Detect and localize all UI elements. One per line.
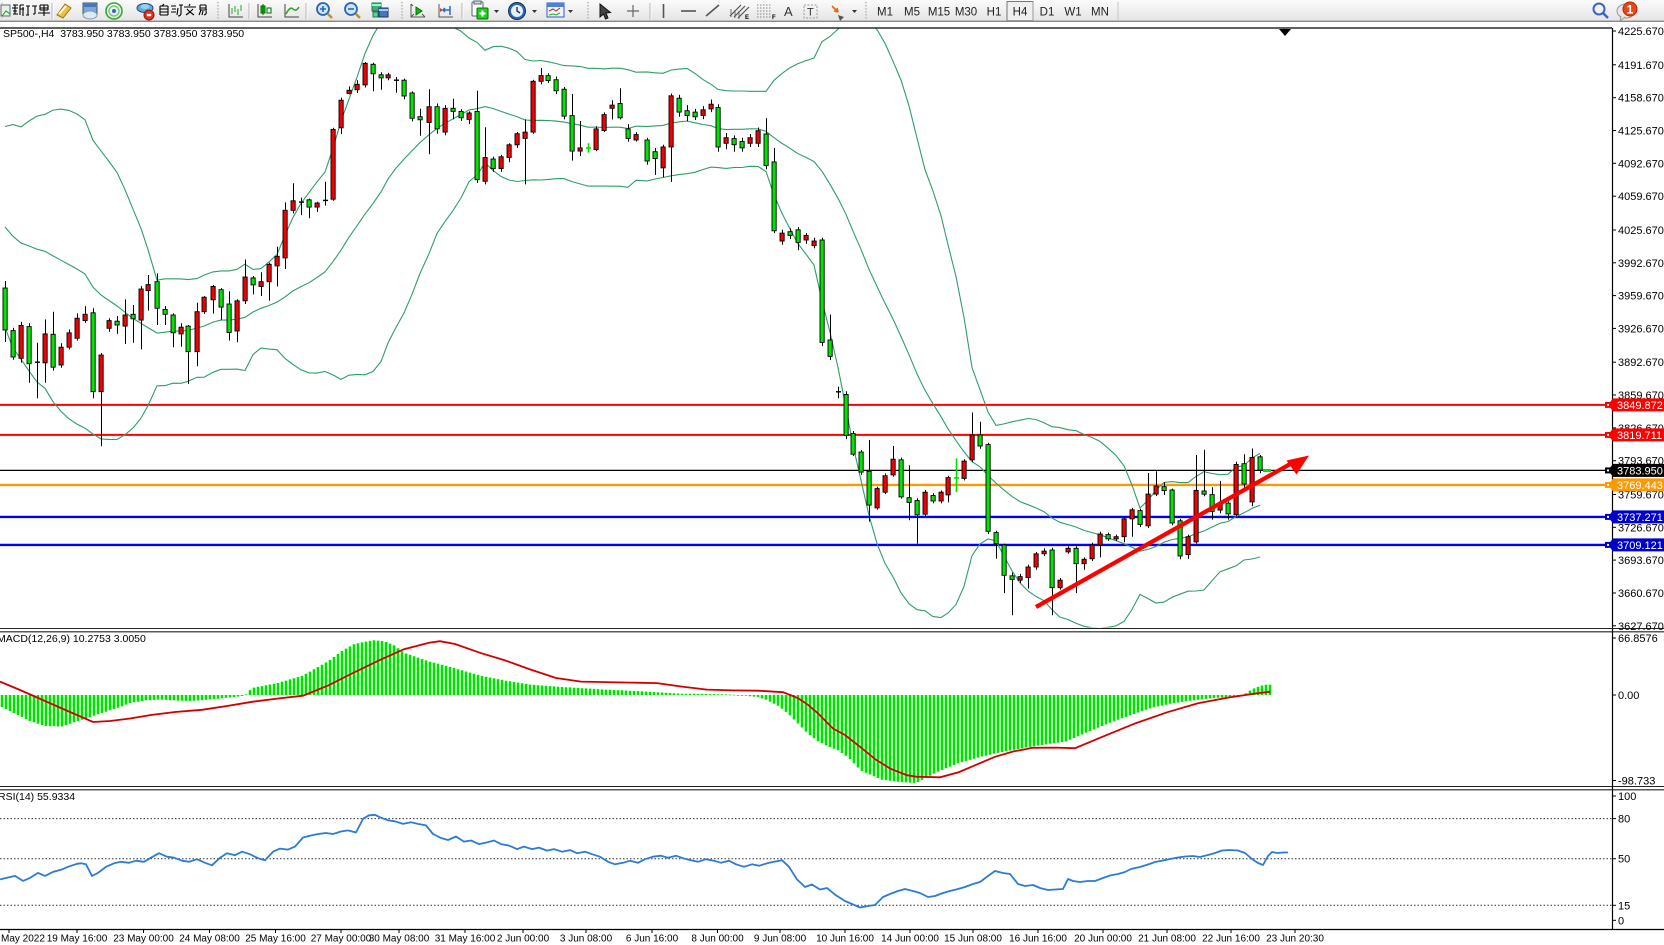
- svg-text:15 Jun 08:00: 15 Jun 08:00: [944, 934, 1002, 945]
- svg-text:M30: M30: [955, 7, 977, 19]
- svg-text:3892.670: 3892.670: [1618, 357, 1664, 369]
- svg-text:50: 50: [1618, 854, 1630, 866]
- svg-text:3819.711: 3819.711: [1617, 430, 1662, 442]
- svg-text:M15: M15: [928, 7, 950, 19]
- svg-text:10 Jun 16:00: 10 Jun 16:00: [816, 934, 874, 945]
- svg-text:M5: M5: [904, 7, 920, 19]
- svg-text:MACD(12,26,9) 10.2753 3.0050: MACD(12,26,9) 10.2753 3.0050: [0, 633, 146, 645]
- svg-text:-98.733: -98.733: [1618, 776, 1655, 788]
- svg-text:6 Jun 16:00: 6 Jun 16:00: [626, 934, 679, 945]
- svg-text:3769.443: 3769.443: [1617, 480, 1663, 492]
- svg-text:21 Jun 08:00: 21 Jun 08:00: [1138, 934, 1196, 945]
- svg-text:4191.670: 4191.670: [1618, 60, 1664, 72]
- svg-text:80: 80: [1618, 814, 1630, 826]
- svg-text:66.8576: 66.8576: [1618, 633, 1658, 645]
- svg-text:3627.670: 3627.670: [1618, 621, 1664, 633]
- svg-text:16 Jun 16:00: 16 Jun 16:00: [1009, 934, 1067, 945]
- svg-text:30 May 08:00: 30 May 08:00: [369, 934, 430, 945]
- svg-text:3959.670: 3959.670: [1618, 291, 1664, 303]
- svg-text:3726.670: 3726.670: [1618, 522, 1664, 534]
- svg-text:3992.670: 3992.670: [1618, 258, 1664, 270]
- svg-text:4059.670: 4059.670: [1618, 191, 1664, 203]
- svg-text:3 Jun 08:00: 3 Jun 08:00: [560, 934, 613, 945]
- svg-text:2 Jun 00:00: 2 Jun 00:00: [497, 934, 550, 945]
- svg-text:E: E: [745, 15, 749, 21]
- svg-text:31 May 16:00: 31 May 16:00: [435, 934, 496, 945]
- svg-text:H4: H4: [1013, 7, 1028, 19]
- svg-text:100: 100: [1618, 791, 1636, 803]
- svg-text:3737.271: 3737.271: [1617, 512, 1663, 524]
- svg-text:4225.670: 4225.670: [1618, 26, 1664, 38]
- svg-text:RSI(14) 55.9334: RSI(14) 55.9334: [0, 791, 75, 803]
- svg-text:F: F: [772, 15, 776, 21]
- svg-text:4025.670: 4025.670: [1618, 225, 1664, 237]
- svg-text:3759.670: 3759.670: [1618, 490, 1664, 502]
- svg-text:D1: D1: [1040, 7, 1055, 19]
- svg-text:23 May 00:00: 23 May 00:00: [113, 934, 174, 945]
- svg-text:W1: W1: [1064, 7, 1081, 19]
- svg-text:24 May 08:00: 24 May 08:00: [179, 934, 240, 945]
- svg-text:22 Jun 16:00: 22 Jun 16:00: [1202, 934, 1260, 945]
- svg-text:May 2022: May 2022: [1, 934, 45, 945]
- svg-text:25 May 16:00: 25 May 16:00: [245, 934, 306, 945]
- svg-text:19 May 16:00: 19 May 16:00: [47, 934, 108, 945]
- svg-text:4092.670: 4092.670: [1618, 158, 1664, 170]
- svg-text:H1: H1: [987, 7, 1002, 19]
- svg-text:M1: M1: [877, 7, 893, 19]
- svg-text:0.00: 0.00: [1618, 690, 1639, 702]
- svg-text:20 Jun 00:00: 20 Jun 00:00: [1074, 934, 1132, 945]
- svg-text:15: 15: [1618, 900, 1630, 912]
- svg-text:SP500-,H4 3783.950 3783.950 3: SP500-,H4 3783.950 3783.950 3783.950 378…: [3, 28, 244, 40]
- svg-text:4125.670: 4125.670: [1618, 126, 1664, 138]
- svg-text:3693.670: 3693.670: [1618, 555, 1664, 567]
- svg-text:3783.950: 3783.950: [1617, 465, 1663, 477]
- svg-text:4158.670: 4158.670: [1618, 93, 1664, 105]
- svg-text:9 Jun 08:00: 9 Jun 08:00: [754, 934, 807, 945]
- svg-text:3660.670: 3660.670: [1618, 588, 1664, 600]
- svg-text:3709.121: 3709.121: [1617, 540, 1663, 552]
- svg-text:T: T: [807, 7, 814, 19]
- svg-text:MN: MN: [1091, 7, 1109, 19]
- svg-text:8 Jun 00:00: 8 Jun 00:00: [691, 934, 744, 945]
- svg-text:0: 0: [1618, 915, 1624, 927]
- svg-text:A: A: [784, 4, 793, 19]
- svg-text:3926.670: 3926.670: [1618, 323, 1664, 335]
- svg-text:3849.872: 3849.872: [1617, 400, 1663, 412]
- svg-text:1: 1: [1627, 3, 1634, 17]
- svg-text:14 Jun 00:00: 14 Jun 00:00: [881, 934, 939, 945]
- svg-text:27 May 00:00: 27 May 00:00: [311, 934, 372, 945]
- svg-text:23 Jun 20:30: 23 Jun 20:30: [1266, 934, 1324, 945]
